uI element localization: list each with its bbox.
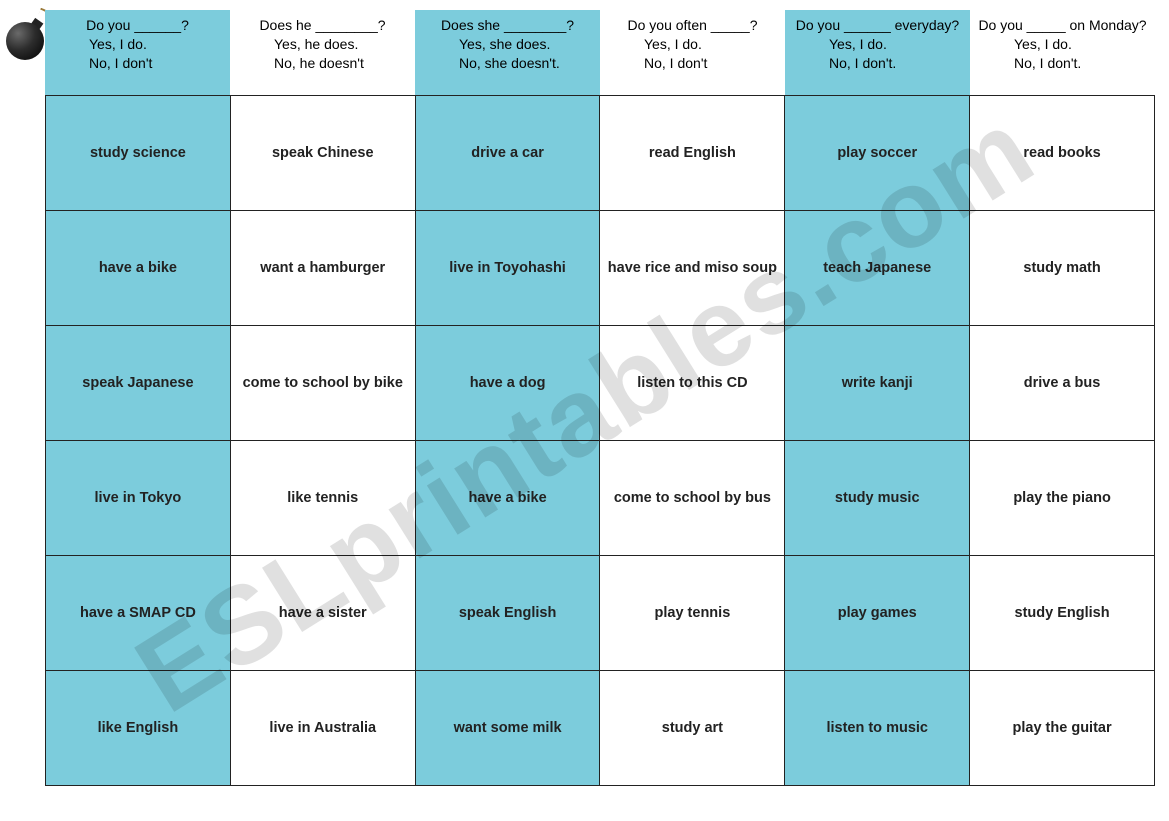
grid-cell: have a bike bbox=[46, 211, 231, 326]
grid-cell: live in Toyohashi bbox=[415, 211, 600, 326]
table-row: have a SMAP CDhave a sisterspeak English… bbox=[46, 556, 1155, 671]
header-row: Do you ______? Yes, I do. No, I don't Do… bbox=[45, 10, 1155, 95]
table-row: live in Tokyolike tennishave a bikecome … bbox=[46, 441, 1155, 556]
header-question: Do you _____ on Monday? bbox=[974, 16, 1151, 35]
grid-table: study sciencespeak Chinesedrive a carrea… bbox=[45, 95, 1155, 786]
grid-cell: read English bbox=[600, 96, 785, 211]
header-yes: Yes, he does. bbox=[252, 35, 411, 54]
grid-cell: want a hamburger bbox=[230, 211, 415, 326]
grid-cell: study science bbox=[46, 96, 231, 211]
header-no: No, I don't bbox=[622, 54, 781, 73]
grid-cell: play games bbox=[785, 556, 970, 671]
header-col-1: Do you ______? Yes, I do. No, I don't bbox=[45, 10, 230, 95]
worksheet: Do you ______? Yes, I do. No, I don't Do… bbox=[45, 10, 1155, 786]
table-row: have a bikewant a hamburgerlive in Toyoh… bbox=[46, 211, 1155, 326]
grid-cell: live in Tokyo bbox=[46, 441, 231, 556]
grid-cell: drive a bus bbox=[970, 326, 1155, 441]
grid-cell: play the guitar bbox=[970, 671, 1155, 786]
grid-cell: speak Chinese bbox=[230, 96, 415, 211]
header-question: Do you ______? bbox=[49, 16, 226, 35]
header-question: Do you ______ everyday? bbox=[789, 16, 966, 35]
grid-cell: have a dog bbox=[415, 326, 600, 441]
header-col-6: Do you _____ on Monday? Yes, I do. No, I… bbox=[970, 10, 1155, 95]
grid-cell: have a SMAP CD bbox=[46, 556, 231, 671]
grid-cell: listen to this CD bbox=[600, 326, 785, 441]
header-question: Does she ________? bbox=[419, 16, 596, 35]
grid-cell: have a sister bbox=[230, 556, 415, 671]
grid-cell: like tennis bbox=[230, 441, 415, 556]
grid-cell: study music bbox=[785, 441, 970, 556]
grid-cell: speak English bbox=[415, 556, 600, 671]
grid-cell: study art bbox=[600, 671, 785, 786]
grid-cell: study math bbox=[970, 211, 1155, 326]
grid-cell: play soccer bbox=[785, 96, 970, 211]
grid-cell: play tennis bbox=[600, 556, 785, 671]
header-col-3: Does she ________? Yes, she does. No, sh… bbox=[415, 10, 600, 95]
grid-cell: have rice and miso soup bbox=[600, 211, 785, 326]
grid-cell: like English bbox=[46, 671, 231, 786]
grid-cell: live in Australia bbox=[230, 671, 415, 786]
header-col-2: Does he ________? Yes, he does. No, he d… bbox=[230, 10, 415, 95]
header-no: No, I don't bbox=[67, 54, 226, 73]
header-col-4: Do you often _____? Yes, I do. No, I don… bbox=[600, 10, 785, 95]
grid-cell: come to school by bus bbox=[600, 441, 785, 556]
table-row: study sciencespeak Chinesedrive a carrea… bbox=[46, 96, 1155, 211]
header-yes: Yes, I do. bbox=[67, 35, 226, 54]
grid-cell: have a bike bbox=[415, 441, 600, 556]
grid-cell: listen to music bbox=[785, 671, 970, 786]
grid-cell: study English bbox=[970, 556, 1155, 671]
header-yes: Yes, I do. bbox=[807, 35, 966, 54]
header-no: No, I don't. bbox=[807, 54, 966, 73]
grid-cell: teach Japanese bbox=[785, 211, 970, 326]
header-no: No, he doesn't bbox=[252, 54, 411, 73]
header-yes: Yes, I do. bbox=[992, 35, 1151, 54]
grid-cell: read books bbox=[970, 96, 1155, 211]
header-yes: Yes, I do. bbox=[622, 35, 781, 54]
table-row: speak Japanesecome to school by bikehave… bbox=[46, 326, 1155, 441]
header-question: Do you often _____? bbox=[604, 16, 781, 35]
header-no: No, I don't. bbox=[992, 54, 1151, 73]
header-col-5: Do you ______ everyday? Yes, I do. No, I… bbox=[785, 10, 970, 95]
grid-cell: drive a car bbox=[415, 96, 600, 211]
grid-cell: come to school by bike bbox=[230, 326, 415, 441]
grid-cell: write kanji bbox=[785, 326, 970, 441]
table-row: like Englishlive in Australiawant some m… bbox=[46, 671, 1155, 786]
header-question: Does he ________? bbox=[234, 16, 411, 35]
grid-cell: speak Japanese bbox=[46, 326, 231, 441]
header-yes: Yes, she does. bbox=[437, 35, 596, 54]
header-no: No, she doesn't. bbox=[437, 54, 596, 73]
grid-cell: play the piano bbox=[970, 441, 1155, 556]
grid-cell: want some milk bbox=[415, 671, 600, 786]
